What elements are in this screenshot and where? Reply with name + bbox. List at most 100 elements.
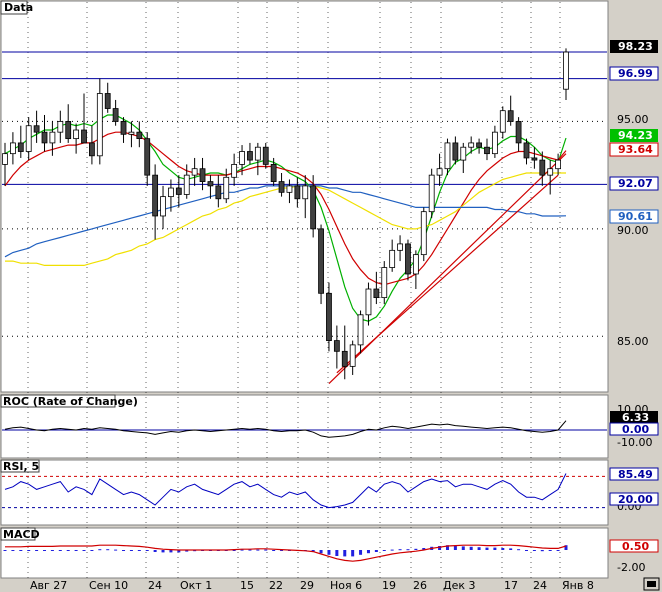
- macd-hist-bar: [461, 546, 465, 550]
- macd-hist-bar: [509, 548, 513, 550]
- macd-hist-bar: [485, 547, 489, 550]
- macd-hist-bar: [256, 549, 260, 551]
- macd-hist-bar: [129, 550, 133, 551]
- candle-body: [389, 249, 396, 268]
- macd-hist-bar: [272, 550, 276, 551]
- macd-hist-bar: [19, 550, 23, 551]
- roc-badge-0: 0.00: [609, 422, 659, 436]
- candle-body: [73, 129, 80, 140]
- macd-hist-bar: [319, 550, 323, 554]
- candle-body: [326, 292, 332, 341]
- plot-layer: [2, 2, 607, 578]
- macd-hist-bar: [524, 550, 528, 551]
- macd-title: MACD: [0, 527, 40, 541]
- roc-badge-6-33: 6.33: [610, 411, 658, 424]
- candle-body: [310, 185, 317, 230]
- candle-body: [499, 110, 506, 133]
- badge-98-23: 98.23: [610, 40, 658, 53]
- macd-hist-bar: [493, 547, 497, 550]
- candle-body: [357, 314, 364, 346]
- macd-hist-bar: [3, 550, 7, 551]
- macd-hist-bar: [532, 550, 536, 551]
- candle-body: [262, 146, 269, 165]
- roc-title: ROC (Rate of Change): [0, 394, 138, 408]
- macd-hist-bar: [248, 549, 252, 551]
- price-tick-90: 90.00: [617, 224, 649, 237]
- candle-body: [436, 168, 443, 176]
- candle-body: [49, 131, 56, 144]
- rsi-badge-20: 20.00: [609, 492, 659, 506]
- macd-line: [5, 544, 567, 562]
- roc-title-text: ROC (Rate of Change): [3, 395, 138, 408]
- x-axis-label: 24: [148, 579, 162, 592]
- macd-hist-bar: [548, 550, 552, 551]
- candle-body: [318, 228, 324, 294]
- candle-body: [286, 185, 293, 193]
- macd-hist-bar: [406, 549, 410, 551]
- x-axis-label: 29: [300, 579, 314, 592]
- macd-hist-bar: [343, 550, 347, 557]
- badge-93-64: 93.64: [609, 142, 659, 157]
- macd-hist-bar: [327, 550, 331, 555]
- macd-hist-bar: [153, 550, 157, 552]
- x-axis-label: 24: [533, 579, 547, 592]
- candle-body: [215, 185, 222, 200]
- macd-hist-bar: [398, 549, 402, 551]
- macd-hist-bar: [453, 546, 457, 550]
- macd-badge-0-50-text: 0.50: [622, 540, 649, 553]
- x-axis-label: 26: [413, 579, 427, 592]
- macd-hist-bar: [469, 546, 473, 550]
- candle-body: [302, 185, 309, 200]
- macd-hist-bar: [114, 549, 118, 551]
- badge-94-23: 94.23: [610, 129, 658, 142]
- price-title: Data: [0, 0, 33, 15]
- x-axis-label: Янв 8: [562, 579, 594, 592]
- rsi-title: RSI, 5: [0, 459, 40, 473]
- macd-hist-bar: [351, 550, 355, 557]
- macd-hist-bar: [374, 550, 378, 552]
- candle-body: [555, 159, 561, 170]
- candle-body: [468, 142, 475, 148]
- macd-hist-bar: [169, 550, 173, 553]
- rsi-badge-85-49: 85.49: [609, 467, 659, 481]
- x-axis-label: Окт 1: [180, 579, 212, 592]
- macd-hist-bar: [477, 547, 481, 550]
- candle-body: [199, 168, 206, 182]
- candle-body: [231, 163, 238, 178]
- candle-body: [333, 340, 340, 352]
- macd-hist-bar: [240, 549, 244, 551]
- candle-body: [144, 138, 151, 176]
- roc-line: [4, 420, 567, 438]
- badge-90-61: 90.61: [609, 209, 659, 224]
- candle-body: [373, 288, 380, 299]
- candle-body: [17, 142, 24, 152]
- macd-panel: [0, 527, 609, 579]
- candle-body: [152, 174, 159, 217]
- corner-button[interactable]: [643, 577, 660, 591]
- candle-body: [2, 153, 8, 165]
- candle-body: [254, 146, 261, 161]
- macd-hist-bar: [540, 550, 544, 552]
- candle-body: [270, 163, 277, 182]
- candle-body: [239, 151, 245, 165]
- candle-body: [128, 131, 135, 135]
- candle-body: [175, 187, 182, 195]
- candle-body: [563, 51, 569, 90]
- badge-94-23-text: 94.23: [618, 129, 653, 142]
- badge-92-07-text: 92.07: [618, 177, 653, 190]
- badge-96-99: 96.99: [609, 66, 659, 81]
- macd-hist-bar: [50, 550, 54, 551]
- candle-body: [65, 121, 72, 140]
- macd-hist-bar: [122, 550, 126, 551]
- candle-body: [10, 142, 16, 155]
- x-axis-label: Авг 27: [30, 579, 67, 592]
- macd-hist-bar: [137, 550, 141, 551]
- candle-body: [112, 108, 119, 122]
- x-axis-label: 17: [504, 579, 518, 592]
- rsi-title-text: RSI, 5: [3, 460, 39, 473]
- x-axis-label: 22: [269, 579, 283, 592]
- badge-96-99-text: 96.99: [618, 67, 653, 80]
- candle-body: [294, 185, 301, 200]
- rsi-badge-20-text: 20.00: [618, 493, 653, 506]
